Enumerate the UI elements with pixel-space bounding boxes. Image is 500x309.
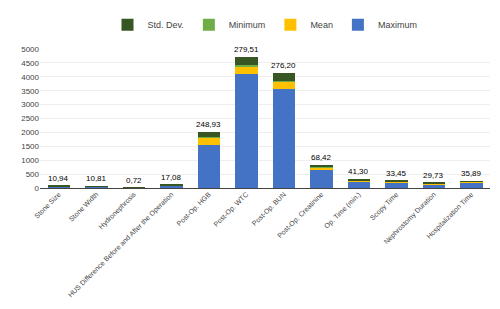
svg-text:Hospitalization Time: Hospitalization Time — [425, 191, 475, 241]
svg-text:4000: 4000 — [21, 73, 39, 82]
svg-text:68,42: 68,42 — [311, 153, 332, 162]
svg-text:Stone Width: Stone Width — [68, 191, 100, 223]
svg-text:17,08: 17,08 — [161, 173, 182, 182]
svg-text:10,94: 10,94 — [48, 174, 69, 183]
svg-text:Maximum: Maximum — [378, 20, 417, 30]
svg-text:2500: 2500 — [21, 114, 39, 123]
svg-text:276,20: 276,20 — [271, 61, 296, 70]
svg-text:5000: 5000 — [21, 45, 39, 54]
svg-text:Hydronephrosis: Hydronephrosis — [97, 190, 138, 231]
svg-text:29,73: 29,73 — [423, 171, 444, 180]
svg-text:41,30: 41,30 — [348, 167, 369, 176]
svg-text:Mean: Mean — [310, 20, 333, 30]
svg-text:Post-Op. Creatinine: Post-Op. Creatinine — [276, 191, 325, 240]
svg-text:0,72: 0,72 — [126, 176, 142, 185]
svg-text:33,45: 33,45 — [386, 169, 407, 178]
svg-text:Nephrostomy Duration: Nephrostomy Duration — [382, 191, 437, 246]
svg-text:500: 500 — [26, 170, 40, 179]
svg-text:Scopy Time: Scopy Time — [369, 191, 401, 223]
svg-text:35,89: 35,89 — [461, 169, 482, 178]
svg-text:248,93: 248,93 — [196, 120, 221, 129]
svg-text:Post-Op. WTC: Post-Op. WTC — [212, 191, 250, 229]
svg-text:3500: 3500 — [21, 87, 39, 96]
svg-text:4500: 4500 — [21, 59, 39, 68]
svg-text:1000: 1000 — [21, 156, 39, 165]
svg-text:3000: 3000 — [21, 100, 39, 109]
svg-text:2000: 2000 — [21, 128, 39, 137]
svg-text:10,81: 10,81 — [86, 174, 107, 183]
svg-text:Post-Op. HGB: Post-Op. HGB — [175, 190, 213, 228]
svg-text:Stone Size: Stone Size — [33, 191, 62, 220]
svg-text:1500: 1500 — [21, 142, 39, 151]
svg-text:Post-Op. BUN: Post-Op. BUN — [251, 191, 288, 228]
svg-text:279,51: 279,51 — [234, 45, 259, 54]
svg-text:0: 0 — [35, 184, 40, 193]
svg-text:Std. Dev.: Std. Dev. — [148, 20, 184, 30]
svg-text:HUS Difference Before and Afte: HUS Difference Before and After the Oper… — [67, 191, 176, 300]
svg-text:Minimum: Minimum — [229, 20, 266, 30]
svg-text:Op. Time (min.): Op. Time (min.) — [323, 191, 363, 231]
